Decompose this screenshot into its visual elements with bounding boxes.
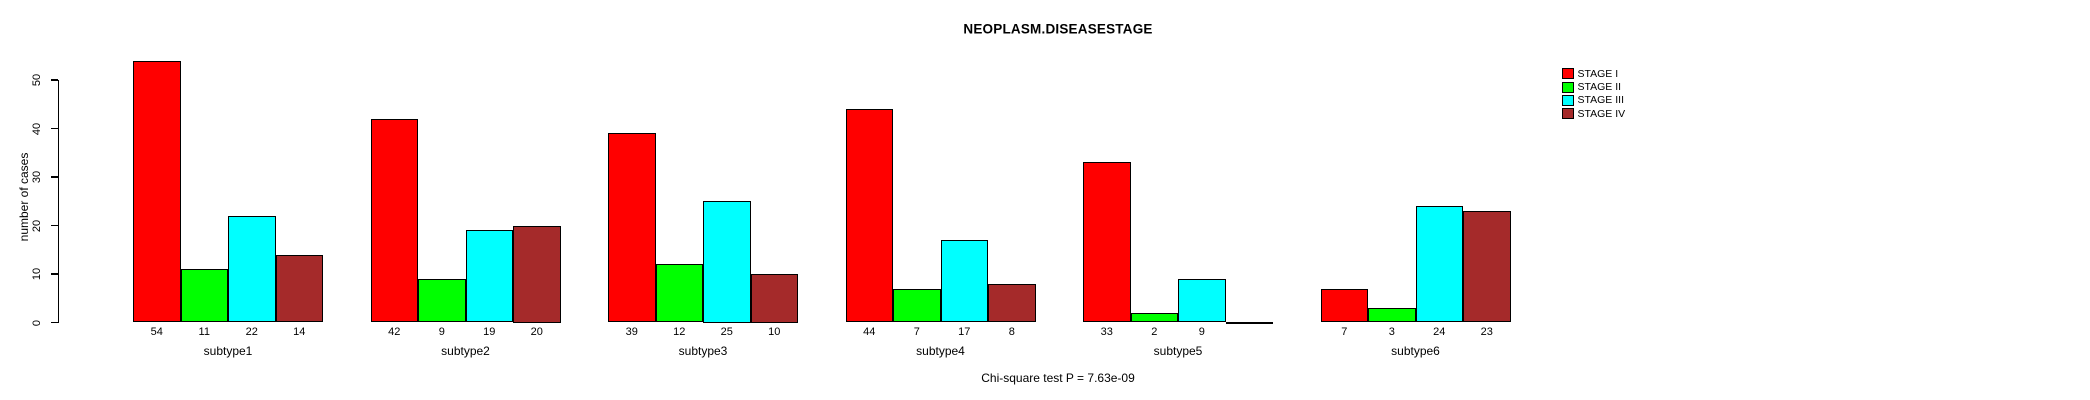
y-tick-label: 40 <box>31 122 43 135</box>
bar-value-label: 7 <box>1341 326 1348 338</box>
y-axis-tick <box>50 176 58 178</box>
bar-value-label: 2 <box>1151 326 1158 338</box>
bar-subtype4-stage-iv <box>988 283 1036 323</box>
category-label-subtype3: subtype3 <box>678 344 728 358</box>
chart-title: NEOPLASM.DISEASESTAGE <box>963 21 1153 37</box>
bar-value-label: 39 <box>625 326 638 338</box>
chi-square-annotation: Chi-square test P = 7.63e-09 <box>981 371 1135 385</box>
category-label-subtype5: subtype5 <box>1153 344 1203 358</box>
category-label-subtype2: subtype2 <box>441 344 490 358</box>
legend-label: STAGE IV <box>1577 107 1626 120</box>
legend-item-stage-iii: STAGE III <box>1562 94 1624 107</box>
bar-subtype2-stage-iii <box>465 230 513 323</box>
legend-swatch-icon <box>1562 94 1574 106</box>
bar-value-label: 42 <box>388 326 401 338</box>
legend-item-stage-iv: STAGE IV <box>1562 107 1625 120</box>
bar-subtype1-stage-iii <box>228 215 276 323</box>
bar-subtype4-stage-iii <box>940 240 988 323</box>
bar-value-label: 10 <box>768 326 781 338</box>
bar-value-label: 25 <box>720 326 733 338</box>
bar-subtype6-stage-iii <box>1415 206 1463 323</box>
category-label-subtype1: subtype1 <box>203 344 253 358</box>
y-axis-tick <box>50 273 58 275</box>
bar-subtype1-stage-i <box>133 60 181 323</box>
legend-label: STAGE I <box>1577 67 1619 80</box>
y-axis-tick <box>50 127 58 130</box>
bar-value-label: 8 <box>1008 326 1015 338</box>
bar-value-label: 24 <box>1433 326 1446 338</box>
bar-value-label: 22 <box>245 326 258 338</box>
bar-subtype5-stage-i <box>1083 162 1131 323</box>
bar-value-label: 17 <box>958 326 971 338</box>
bar-subtype2-stage-ii <box>418 278 466 323</box>
y-axis-tick <box>50 321 58 324</box>
bar-value-label: 7 <box>913 326 920 338</box>
bar-subtype6-stage-ii <box>1368 307 1416 323</box>
bar-value-label: 9 <box>1198 326 1205 338</box>
category-label-subtype4: subtype4 <box>916 344 965 358</box>
bar-subtype4-stage-i <box>845 109 893 323</box>
y-tick-label: 10 <box>31 267 43 281</box>
legend-item-stage-ii: STAGE II <box>1562 80 1621 93</box>
legend-item-stage-i: STAGE I <box>1562 67 1618 80</box>
bar-value-label: 54 <box>150 326 163 338</box>
bar-value-label: 14 <box>293 326 306 338</box>
y-tick-label: 20 <box>31 219 43 232</box>
bar-subtype1-stage-ii <box>180 269 228 323</box>
bar-value-label: 23 <box>1480 326 1493 338</box>
bar-subtype3-stage-ii <box>655 264 703 323</box>
bar-subtype5-stage-ii <box>1130 312 1178 323</box>
category-label-subtype6: subtype6 <box>1391 344 1440 358</box>
legend-label: STAGE III <box>1577 94 1624 107</box>
bar-value-label: 44 <box>863 326 876 338</box>
bar-subtype2-stage-i <box>370 118 418 323</box>
bar-subtype5-stage-iii <box>1178 278 1226 323</box>
bar-value-label: 9 <box>438 326 445 338</box>
y-tick-label: 30 <box>31 170 43 184</box>
bar-subtype3-stage-iii <box>703 201 751 323</box>
legend-swatch-icon <box>1562 81 1574 93</box>
bar-subtype6-stage-iv <box>1463 210 1511 323</box>
bar-subtype4-stage-ii <box>893 288 941 323</box>
y-tick-label: 50 <box>31 73 43 87</box>
bar-subtype1-stage-iv <box>275 254 323 323</box>
bar-value-label: 20 <box>530 326 543 338</box>
y-axis-title: number of cases <box>17 152 31 242</box>
y-axis-tick <box>50 79 58 81</box>
y-axis-tick <box>50 224 58 227</box>
bar-value-label: 12 <box>673 326 686 338</box>
legend-swatch-icon <box>1562 68 1574 80</box>
legend-label: STAGE II <box>1577 81 1622 94</box>
bar-value-label: 33 <box>1100 326 1113 338</box>
legend-swatch-icon <box>1562 108 1574 120</box>
bar-subtype6-stage-i <box>1320 288 1368 323</box>
y-tick-label: 0 <box>31 319 43 326</box>
bar-subtype3-stage-i <box>608 133 656 323</box>
bar-value-label: 19 <box>483 326 496 338</box>
bar-subtype2-stage-iv <box>513 225 561 323</box>
bar-subtype3-stage-iv <box>750 274 798 323</box>
bar-value-label: 3 <box>1388 326 1395 338</box>
bar-value-label: 11 <box>198 326 210 338</box>
bar-subtype5-stage-iv-zero <box>1225 321 1273 324</box>
y-axis-line <box>57 80 59 323</box>
